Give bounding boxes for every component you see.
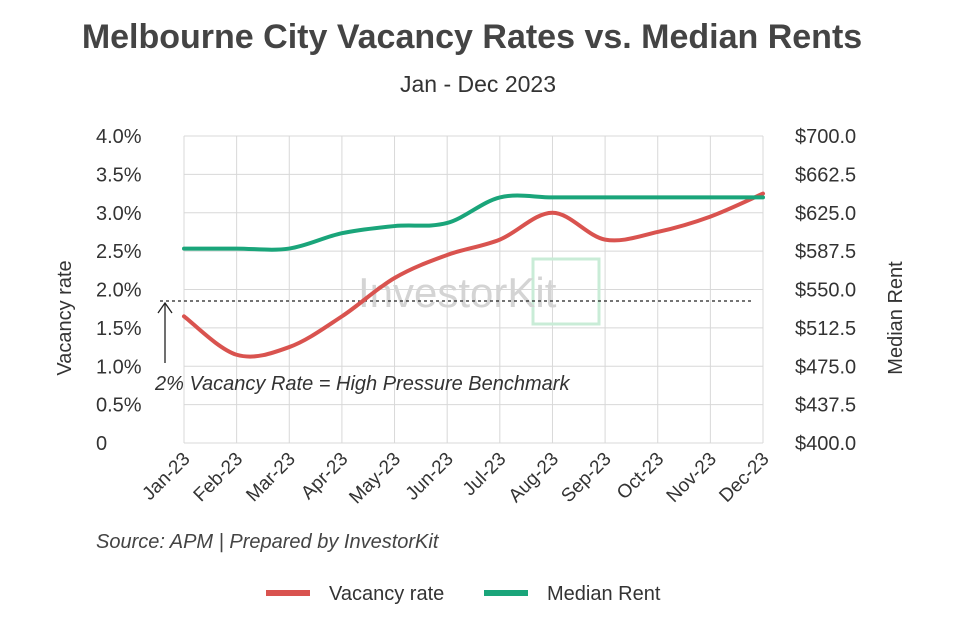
y-tick-label: 3.0% <box>96 203 142 225</box>
chart-title: Melbourne City Vacancy Rates vs. Median … <box>82 18 862 56</box>
y-axis-label: Vacancy rate <box>54 260 76 375</box>
source-note: Source: APM | Prepared by InvestorKit <box>96 531 440 553</box>
y2-tick-label: $400.0 <box>795 433 856 455</box>
y2-tick-label: $587.5 <box>795 241 856 263</box>
y2-tick-label: $475.0 <box>795 356 856 378</box>
vacancy-rate-line <box>182 191 765 359</box>
y-axis-right: $400.0 $437.5 $475.0 $512.5 $550.0 $587.5 $625… <box>795 126 856 455</box>
watermark-text: InvestorKit <box>358 269 557 316</box>
y-tick-label: 0.5% <box>96 395 142 417</box>
benchmark-label: 2% Vacancy Rate = High Pressure Benchmar… <box>154 373 570 395</box>
chart-subtitle: Jan - Dec 2023 <box>400 71 556 97</box>
y2-tick-label: $550.0 <box>795 280 856 302</box>
legend: Vacancy rate Median Rent <box>266 583 661 605</box>
x-tick-label: Apr-23 <box>297 449 352 504</box>
y-tick-label: 0 <box>96 433 107 455</box>
y-tick-label: 4.0% <box>96 126 142 148</box>
series-lines <box>182 191 765 359</box>
y-tick-label: 1.5% <box>96 318 142 340</box>
x-tick-label: Oct-23 <box>613 449 668 504</box>
x-tick-label: Dec-23 <box>715 449 773 507</box>
y2-tick-label: $625.0 <box>795 203 856 225</box>
benchmark-arrow-head <box>157 301 173 314</box>
y2-axis-label: Median Rent <box>885 261 907 375</box>
x-tick-label: Feb-23 <box>190 449 247 506</box>
x-tick-label: Mar-23 <box>242 449 299 506</box>
x-tick-label: Jan-23 <box>139 449 195 505</box>
x-tick-label: Aug-23 <box>505 449 563 507</box>
y2-tick-label: $662.5 <box>795 164 856 186</box>
y-tick-label: 1.0% <box>96 356 142 378</box>
benchmark: 2% Vacancy Rate = High Pressure Benchmar… <box>154 300 752 395</box>
y2-tick-label: $700.0 <box>795 126 856 148</box>
y-axis-left: 0 0.5% 1.0% 1.5% 2.0% 2.5% 3.0% 3.5% 4.0% <box>96 126 142 455</box>
y2-tick-label: $512.5 <box>795 318 856 340</box>
x-tick-label: Jun-23 <box>402 449 458 505</box>
y-tick-label: 3.5% <box>96 164 142 186</box>
watermark-box <box>531 257 601 326</box>
x-tick-label: Nov-23 <box>663 449 721 507</box>
legend-label: Median Rent <box>547 583 661 605</box>
y2-tick-label: $437.5 <box>795 395 856 417</box>
median-rent-line <box>182 193 765 252</box>
y-tick-label: 2.5% <box>96 241 142 263</box>
y-tick-label: 2.0% <box>96 280 142 302</box>
legend-label: Vacancy rate <box>329 583 444 605</box>
x-tick-label: Sep-23 <box>557 449 615 507</box>
x-tick-label: Jul-23 <box>459 449 510 500</box>
watermark-logo: InvestorKit <box>358 257 601 326</box>
x-tick-label: May-23 <box>345 449 405 509</box>
